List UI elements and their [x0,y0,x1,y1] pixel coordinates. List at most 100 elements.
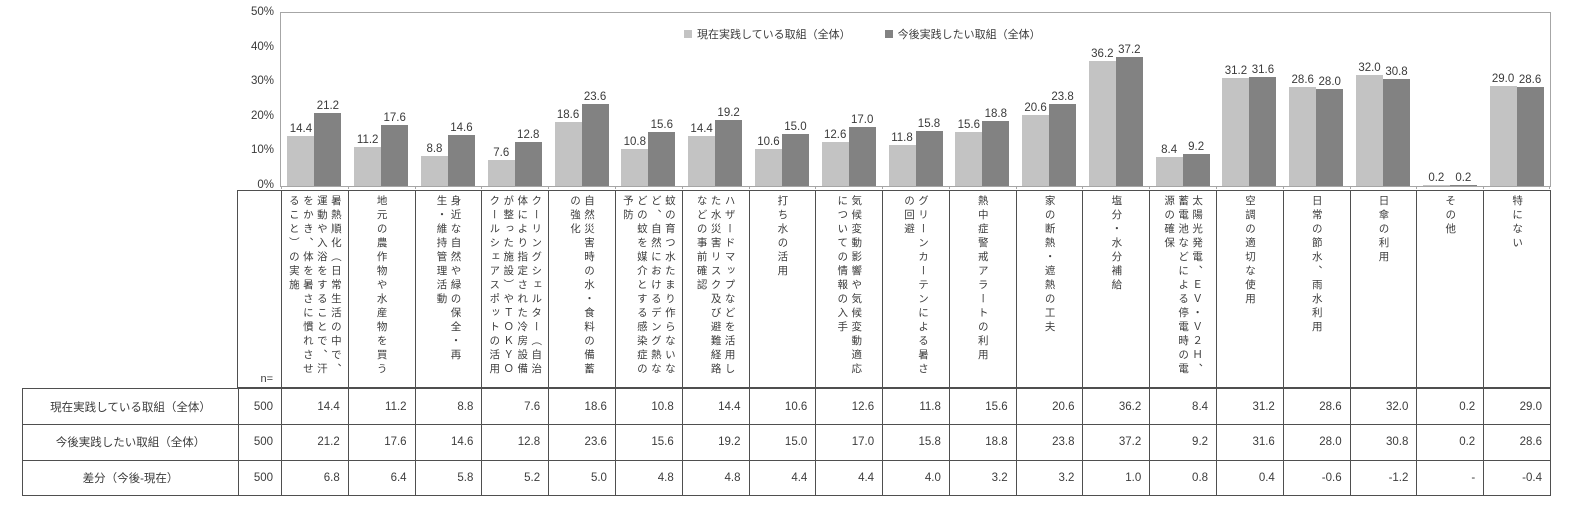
table-cell: 0.2 [1416,389,1483,425]
x-axis-tick [1082,186,1084,189]
table-cell: 28.0 [1282,424,1350,460]
table-body: 現在実践している取組（全体） 500 14.4 11.2 8.8 7.6 18.6 10.8 1… [22,388,1551,496]
x-axis-tick [1216,186,1218,189]
x-axis-tick [1483,186,1485,189]
category-label: 身近な自然や緑の保全・再生・維持管理活動 [435,195,462,363]
bar-series2 [314,112,342,186]
bar-series1 [888,145,916,186]
table-cell: 15.0 [748,424,816,460]
table-cell: 14.4 [681,389,749,425]
bar-value-label: 14.4 [690,123,713,136]
table-cell: 32.0 [1349,389,1417,425]
bar-series2 [514,141,542,186]
bar-value-label: 28.6 [1518,74,1542,87]
bar-value-label: 14.6 [450,122,473,135]
table-cell: 36.2 [1082,389,1149,425]
legend-item-series2: 今後実践したい取組（全体） [884,26,1041,42]
bar-series1 [688,136,716,186]
bar-series2 [1316,89,1344,186]
bar-series1 [621,148,649,186]
bar-series2 [1383,79,1411,186]
bar-value-label: 28.0 [1318,76,1341,89]
y-tick-label: 40% [250,40,274,53]
table-cell: 37.2 [1082,424,1150,460]
bar-series2 [648,132,676,186]
bar-value-label: 14.4 [289,123,313,136]
row-n-value: 500 [238,389,281,425]
bar-value-label: 8.4 [1161,143,1178,156]
category-label: 気候変動影響や気候変動適応についての情報の入手 [836,195,863,377]
bar-value-label: 10.8 [623,135,647,148]
x-axis-tick [1416,186,1418,189]
table-cell: 19.2 [681,424,749,460]
bar-series2 [1449,185,1477,186]
bar-value-label: 12.8 [517,128,540,141]
row-label: 差分（今後-現在） [23,459,238,495]
x-axis-tick [481,186,483,189]
bar-series2 [381,125,409,186]
bar-series2 [715,119,743,186]
table-cell: 3.2 [948,459,1016,495]
table-cell: 21.2 [281,424,348,460]
x-axis-tick [1549,186,1550,189]
category-header-cell: 暑熱順化（日常生活の中で、運動や入浴をすることで、汗をかき、体を暑さに慣れさせる… [281,191,348,387]
y-tick-label: 50% [250,6,274,18]
bar-series1 [821,142,849,186]
bar-value-label: 10.6 [757,136,780,149]
category-header-cell: 自然災害時の水・食料の備蓄の強化 [548,191,615,387]
x-axis-tick [347,186,349,189]
table-cell: -0.4 [1483,459,1550,495]
bar-series2 [1249,76,1277,186]
table-cell: 14.4 [281,389,348,425]
table-cell: 8.8 [414,389,482,425]
category-header-cell: 地元の農作物や水産物を買う [347,191,415,387]
bar-series2 [915,131,943,186]
bar-value-label: 28.6 [1291,74,1314,87]
bar-series1 [1422,185,1450,186]
bar-value-label: 17.6 [383,112,406,125]
table-cell: 12.6 [815,389,882,425]
table-cell: 28.6 [1483,424,1550,460]
bar-value-label: 23.8 [1051,90,1074,103]
bar-value-label: 17.0 [851,114,874,127]
bar-value-label: 18.6 [556,108,580,121]
category-label: 日常の節水、雨水利用 [1310,195,1323,335]
bar-series1 [1289,87,1317,186]
bar-series1 [1356,75,1384,186]
table-cell: 31.6 [1216,424,1283,460]
legend-swatch-icon [884,30,893,38]
bar-value-label: 36.2 [1091,47,1114,60]
chart-legend: 現在実践している取組（全体） 今後実践したい取組（全体） [684,26,1041,42]
category-label: 蚊の育つ水たまり作らないなど、自然におけるデング熱などの蚊を媒介とする感染症の予… [621,195,676,377]
table-cell: 5.0 [548,459,615,495]
category-label: 地元の農作物や水産物を買う [375,195,388,377]
category-header-cell: 熱中症警戒アラートの利用 [948,191,1016,387]
bar-series2 [447,135,475,186]
table-cell: 5.8 [414,459,482,495]
table-cell: 10.8 [614,389,682,425]
table-cell: 1.0 [1082,459,1150,495]
y-tick-label: 30% [250,75,274,88]
x-axis-tick [815,186,817,189]
bar-series1 [1222,78,1250,186]
legend-swatch-icon [684,30,692,38]
table-cell: 6.4 [347,459,415,495]
bar-value-label: 11.2 [356,134,379,147]
table-cell: 23.6 [548,424,615,460]
y-axis: 0% 10% 20% 30% 40% 50% [228,6,274,191]
category-header-cell: クーリングシェルター（自治体により指定された冷房設備が整った施設）やＴＯＫＹＯク… [481,191,548,387]
row-label: 今後実践したい取組（全体） [23,424,238,459]
x-axis-tick [948,186,950,189]
row-n-value: 500 [238,424,281,460]
bar-value-label: 37.2 [1118,44,1141,57]
bar-series1 [287,136,315,186]
table-cell: 29.0 [1483,389,1550,425]
bar-series1 [1155,156,1183,186]
table-cell: 11.2 [347,389,415,425]
table-cell: 5.2 [481,459,549,495]
n-header-cell: n= [238,191,281,387]
table-cell: 15.6 [948,389,1016,425]
bar-value-label: 21.2 [316,99,340,112]
bar-value-label: 32.0 [1358,62,1381,75]
category-label: 太陽光発電、ＥＶ・Ｖ２Ｈ、蓄電池などによる停電時の電源の確保 [1163,195,1204,377]
